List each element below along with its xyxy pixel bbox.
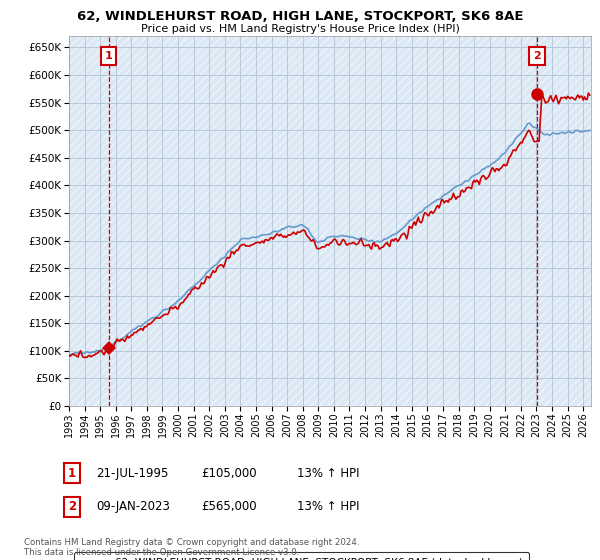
Text: 09-JAN-2023: 09-JAN-2023 — [96, 500, 170, 514]
Text: 13% ↑ HPI: 13% ↑ HPI — [297, 466, 359, 480]
Text: 13% ↑ HPI: 13% ↑ HPI — [297, 500, 359, 514]
Text: 1: 1 — [105, 51, 113, 60]
Text: 2: 2 — [68, 500, 76, 514]
Text: Contains HM Land Registry data © Crown copyright and database right 2024.
This d: Contains HM Land Registry data © Crown c… — [24, 538, 359, 557]
Text: 62, WINDLEHURST ROAD, HIGH LANE, STOCKPORT, SK6 8AE: 62, WINDLEHURST ROAD, HIGH LANE, STOCKPO… — [77, 10, 523, 23]
Text: £565,000: £565,000 — [201, 500, 257, 514]
Legend: 62, WINDLEHURST ROAD, HIGH LANE, STOCKPORT, SK6 8AE (detached house), HPI: Avera: 62, WINDLEHURST ROAD, HIGH LANE, STOCKPO… — [74, 552, 529, 560]
Text: 21-JUL-1995: 21-JUL-1995 — [96, 466, 169, 480]
Text: Price paid vs. HM Land Registry's House Price Index (HPI): Price paid vs. HM Land Registry's House … — [140, 24, 460, 34]
Text: 2: 2 — [533, 51, 541, 60]
Text: 1: 1 — [68, 466, 76, 480]
Text: £105,000: £105,000 — [201, 466, 257, 480]
